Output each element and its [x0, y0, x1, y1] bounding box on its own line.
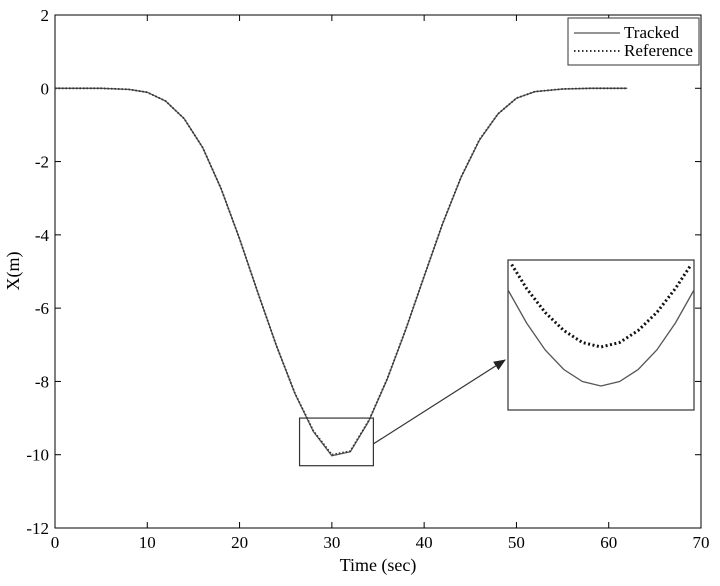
- x-axis-label: Time (sec): [340, 555, 417, 576]
- y-tick-label: -10: [26, 446, 49, 465]
- x-tick-label: 20: [231, 533, 248, 552]
- y-tick-label: -4: [35, 226, 50, 245]
- series-layer: [55, 87, 628, 457]
- y-tick-label: -12: [26, 519, 49, 538]
- y-tick-label: -2: [35, 153, 49, 172]
- series-line-reference: [55, 87, 628, 456]
- inset-layer: [507, 263, 695, 387]
- x-tick-label: 40: [416, 533, 433, 552]
- zoom-arrow: [373, 359, 506, 445]
- inset-line-tracked: [507, 289, 695, 387]
- x-tick-label: 50: [508, 533, 525, 552]
- zoom-source-box: [298, 417, 374, 467]
- y-tick-label: -8: [35, 372, 49, 391]
- legend-label-reference: Reference: [624, 41, 693, 60]
- legend-label-tracked: Tracked: [624, 23, 680, 42]
- x-tick-label: 70: [693, 533, 710, 552]
- x-tick-label: 30: [323, 533, 340, 552]
- y-tick-label: -6: [35, 299, 49, 318]
- legend-box: [567, 17, 700, 66]
- inset-line-reference: [510, 263, 693, 349]
- x-tick-label: 60: [600, 533, 617, 552]
- legend: Tracked Reference: [567, 17, 700, 66]
- y-tick-label: 2: [41, 6, 50, 25]
- zoom-inset: [507, 259, 695, 411]
- y-tick-label: 0: [41, 79, 50, 98]
- x-tick-label: 0: [51, 533, 60, 552]
- y-axis-label: X(m): [3, 252, 24, 291]
- x-tick-label: 10: [139, 533, 156, 552]
